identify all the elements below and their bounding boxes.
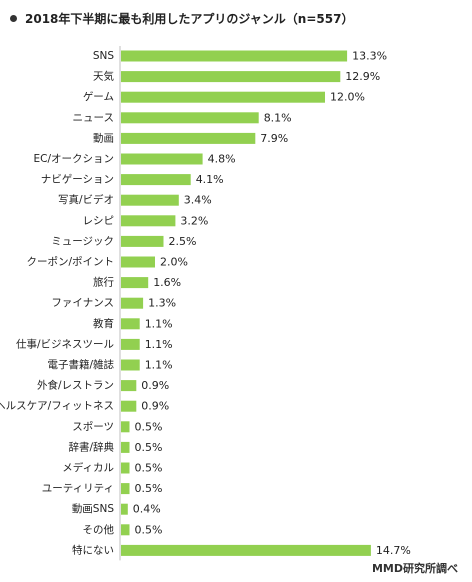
value-label: 1.6%: [153, 276, 181, 289]
category-label: ゲーム: [83, 91, 114, 103]
value-label: 0.5%: [135, 482, 163, 495]
bar: [121, 380, 137, 392]
bar: [121, 71, 341, 83]
bar: [121, 50, 348, 62]
value-label: 0.5%: [135, 420, 163, 433]
value-label: 12.0%: [330, 91, 365, 104]
value-label: 3.4%: [184, 194, 212, 207]
bar: [121, 112, 259, 124]
bar: [121, 483, 130, 495]
bar: [121, 462, 130, 474]
category-label: 電子書籍/雑誌: [47, 358, 114, 371]
category-label: 外食/レストラン: [37, 379, 114, 392]
value-label: 14.7%: [376, 544, 411, 557]
value-label: 8.1%: [264, 111, 292, 124]
bar: [121, 174, 191, 186]
bar: [121, 400, 137, 412]
category-label: 辞書/辞典: [68, 440, 114, 453]
bar: [121, 194, 179, 206]
bar: [121, 153, 203, 165]
value-label: 0.4%: [133, 503, 161, 516]
chart-title: 2018年下半期に最も利用したアプリのジャンル（n=557）: [10, 8, 353, 28]
category-label: 旅行: [93, 276, 114, 289]
category-label: 動画SNS: [72, 502, 115, 515]
value-label: 2.0%: [160, 256, 188, 269]
category-label: ユーティリティ: [42, 483, 114, 495]
value-label: 4.8%: [208, 153, 236, 166]
bar: [121, 503, 128, 515]
category-label: ヘルスケア/フィットネス: [0, 400, 114, 412]
bar: [121, 421, 130, 433]
bar: [121, 318, 140, 330]
value-label: 0.9%: [141, 379, 169, 392]
value-label: 13.3%: [352, 50, 387, 63]
value-label: 2.5%: [169, 235, 197, 248]
bar: [121, 256, 155, 268]
category-label: スポーツ: [72, 421, 114, 433]
value-label: 7.9%: [260, 132, 288, 145]
category-label: ニュース: [73, 112, 114, 124]
bar: [121, 132, 256, 144]
bar: [121, 215, 176, 227]
bar: [121, 544, 371, 556]
value-label: 1.1%: [145, 317, 173, 330]
category-label: 特にない: [72, 544, 114, 556]
category-label: 天気: [93, 70, 114, 83]
bar: [121, 359, 140, 371]
bar: [121, 338, 140, 350]
value-label: 1.1%: [145, 359, 173, 372]
bar: [121, 91, 325, 103]
value-label: 4.1%: [196, 173, 224, 186]
value-label: 0.5%: [135, 441, 163, 454]
category-label: 仕事/ビジネスツール: [16, 337, 114, 350]
value-label: 1.1%: [145, 338, 173, 351]
category-label: 動画: [93, 131, 114, 144]
category-label: レシピ: [83, 215, 115, 227]
category-label: メディカル: [62, 461, 114, 474]
category-label: 写真/ビデオ: [58, 193, 114, 206]
value-label: 12.9%: [345, 70, 380, 83]
bar: [121, 524, 130, 536]
value-label: 0.9%: [141, 400, 169, 413]
bar: [121, 235, 164, 247]
category-label: ナビゲーション: [41, 174, 114, 186]
value-label: 0.5%: [135, 523, 163, 536]
chart-title-text: 2018年下半期に最も利用したアプリのジャンル（n=557）: [25, 11, 354, 26]
bar: [121, 297, 144, 309]
category-label: SNS: [93, 50, 115, 62]
bar: [121, 277, 149, 289]
bar: [121, 441, 130, 453]
value-label: 1.3%: [148, 297, 176, 310]
category-label: ミュージック: [51, 235, 114, 247]
value-label: 0.5%: [135, 462, 163, 475]
category-label: EC/オークション: [33, 153, 114, 165]
value-label: 3.2%: [180, 214, 208, 227]
category-label: クーポン/ポイント: [26, 256, 114, 268]
category-label: ファイナンス: [51, 297, 114, 309]
bullet-icon: [10, 14, 17, 22]
category-label: その他: [83, 523, 115, 536]
source-credit: MMD研究所調べ: [371, 562, 458, 575]
category-label: 教育: [93, 317, 114, 330]
